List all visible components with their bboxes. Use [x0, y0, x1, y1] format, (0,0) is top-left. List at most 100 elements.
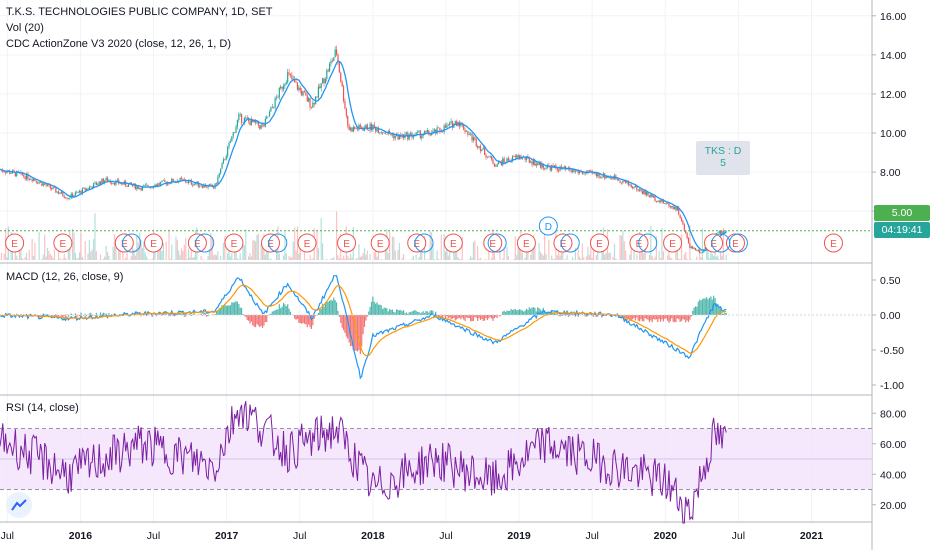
candle-body — [153, 187, 155, 188]
earnings-marker-icon[interactable] — [224, 233, 244, 253]
earnings-marker-icon[interactable] — [516, 233, 536, 253]
earnings-marker-icon[interactable] — [370, 233, 390, 253]
earnings-marker-icon[interactable] — [553, 233, 573, 253]
candle-body — [341, 81, 343, 87]
volume-bar — [72, 228, 74, 260]
candle-body — [9, 170, 11, 174]
macd-hist-bar — [263, 315, 265, 326]
macd-axis[interactable]: 0.50 0.00 -0.50 -1.00 — [872, 275, 904, 392]
macd-hist-bar — [373, 301, 375, 315]
volume-bar — [208, 249, 211, 260]
candle-body — [187, 180, 190, 184]
volume-bar — [447, 255, 449, 260]
volume-bar — [432, 243, 434, 260]
volume-bar — [524, 257, 526, 260]
candle-body — [194, 183, 197, 185]
earnings-marker-icon[interactable] — [704, 233, 724, 253]
macd-hist-bar — [625, 315, 627, 318]
macd-hist-bar — [581, 313, 583, 315]
volume-bar — [268, 259, 271, 260]
macd-hist-bar — [63, 315, 65, 317]
candle-body — [301, 90, 303, 96]
candle-body — [24, 176, 26, 180]
candle-body — [349, 127, 352, 131]
earnings-marker-icon[interactable] — [483, 233, 503, 253]
earnings-marker-icon[interactable] — [407, 233, 427, 253]
volume-bar — [609, 252, 611, 260]
candle-body — [164, 180, 166, 182]
macd-hist-bar — [724, 312, 726, 315]
candle-body — [161, 180, 163, 183]
macd-hist-bar — [379, 304, 381, 315]
earnings-marker-label: E — [710, 239, 717, 250]
candle-body — [464, 129, 466, 132]
volume-bar — [507, 255, 509, 260]
candle-body — [162, 180, 164, 181]
earnings-marker-icon[interactable] — [823, 233, 843, 253]
macd-hist-bar — [257, 315, 259, 326]
macd-hist-bar — [647, 315, 649, 320]
earnings-marker-icon[interactable] — [53, 233, 73, 253]
volume-bar — [210, 233, 212, 260]
time-axis[interactable]: Jul 2016 Jul 2017 Jul 2018 Jul 2019 Jul 2020 Jul 20… — [1, 530, 824, 542]
volume-bar — [132, 247, 134, 260]
dividend-marker-icon[interactable] — [538, 216, 558, 236]
macd-hist-bar — [382, 309, 384, 315]
macd-hist-bar — [432, 310, 434, 315]
macd-hist-bar — [282, 302, 285, 315]
macd-hist-bar — [278, 304, 280, 315]
earnings-marker-label: E — [732, 239, 739, 250]
candle-body — [643, 190, 645, 195]
earnings-marker-icon[interactable] — [187, 233, 207, 253]
candle-body — [611, 177, 613, 179]
earnings-marker-icon[interactable] — [144, 233, 164, 253]
earnings-marker-icon[interactable] — [114, 233, 134, 253]
macd-hist-bar — [715, 303, 718, 315]
volume-bar — [541, 253, 543, 260]
earnings-marker-icon[interactable] — [297, 233, 317, 253]
macd-hist-bar — [405, 312, 408, 315]
macd-hist-bar — [266, 315, 268, 323]
candle-body — [6, 171, 8, 174]
candle-body — [278, 88, 280, 98]
macd-hist-bar — [467, 315, 469, 319]
candle-body — [671, 206, 673, 208]
event-markers[interactable]: E E E E E E E E E E E E E E E E E E E E ED — [5, 216, 843, 253]
volume-bar — [574, 247, 576, 260]
volume-bar — [0, 259, 1, 260]
candle-body — [58, 191, 60, 194]
candle-body — [699, 249, 701, 253]
macd-hist-bar — [299, 315, 301, 324]
volume-bar — [412, 255, 414, 260]
candle-body — [342, 86, 345, 102]
volume-bar — [91, 249, 93, 260]
macd-hist-bar — [366, 315, 368, 317]
candle-body — [111, 182, 113, 184]
earnings-marker-icon[interactable] — [443, 233, 463, 253]
candle-body — [534, 160, 536, 166]
candle-body — [239, 113, 241, 115]
candle-body — [41, 181, 43, 186]
volume-bar — [305, 259, 307, 260]
candle-body — [662, 199, 664, 204]
candle-body — [442, 131, 444, 133]
volume-bar — [700, 257, 702, 260]
candle-body — [680, 218, 683, 221]
volume-bar — [67, 246, 70, 260]
candle-body — [282, 86, 285, 90]
macd-hist-bar — [315, 315, 317, 316]
earnings-marker-icon[interactable] — [589, 233, 609, 253]
rsi-axis[interactable]: 80.00 60.00 40.00 20.00 — [872, 408, 906, 512]
candle-body — [351, 127, 353, 132]
macd-hist-bar — [574, 315, 576, 317]
tradingview-logo-icon[interactable] — [6, 492, 32, 518]
earnings-marker-icon[interactable] — [663, 233, 683, 253]
candle-body — [238, 113, 240, 121]
earnings-marker-icon[interactable] — [261, 233, 281, 253]
earnings-marker-icon[interactable] — [5, 233, 25, 253]
candle-body — [658, 200, 660, 203]
earnings-marker-icon[interactable] — [337, 233, 357, 253]
time-tick-label: 2020 — [654, 530, 678, 542]
